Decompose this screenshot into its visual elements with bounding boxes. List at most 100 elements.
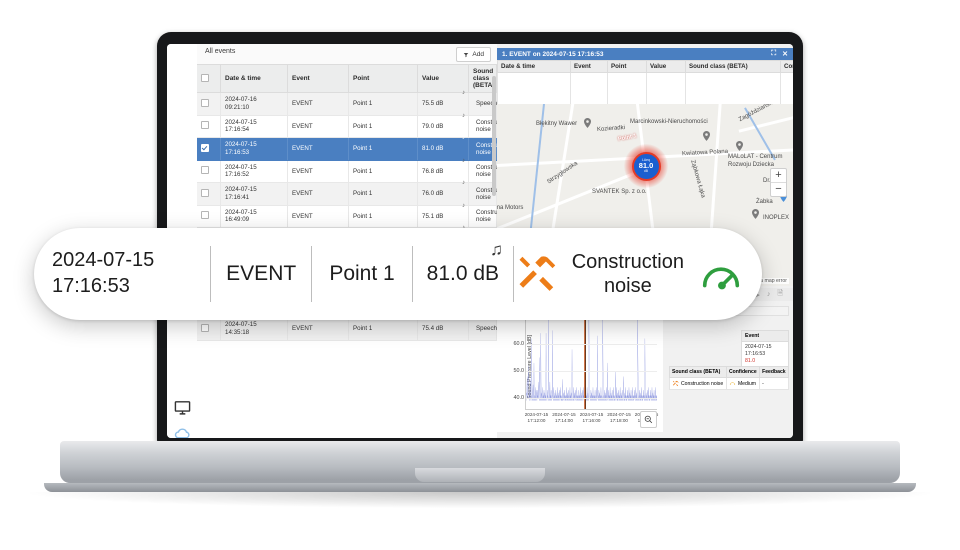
play-icon[interactable]: ▶ (754, 291, 760, 299)
map-zoom-controls[interactable]: + − (770, 168, 787, 197)
callout-value: 81.0 dB (426, 262, 500, 285)
table-row[interactable]: 2024-07-15 16:49:09 EVENT Point 1 75.1 dB ♪ Co… (197, 203, 523, 228)
row-datetime: 2024-07-15 17:16:54 (220, 115, 288, 138)
event-callout: 2024-07-15 17:16:53 EVENT Point 1 81.0 d… (34, 228, 762, 320)
map-marker-name: Point 1 (617, 133, 638, 143)
row-checkbox[interactable] (201, 121, 209, 130)
map-label-3: Kwiatowa Polana (681, 148, 729, 158)
col-header-datetime[interactable]: Date & time (220, 64, 288, 93)
event-detail-header: Date & time Event Point Value Sound clas… (497, 60, 793, 73)
events-scrollbar[interactable] (492, 76, 496, 196)
row-soundclass: Speech (468, 92, 509, 116)
row-checkbox-cell[interactable] (197, 160, 221, 183)
row-point: Point 1 (348, 137, 418, 161)
maximize-icon[interactable]: ⛶ (771, 50, 777, 57)
event-detail-title: 1. EVENT on 2024-07-15 17:16:53 (502, 50, 604, 58)
map-pin-icon[interactable] (736, 141, 743, 151)
map-pin-icon[interactable] (584, 118, 591, 128)
row-checkbox-cell[interactable] (197, 115, 221, 138)
events-toolbar: All events Add (197, 44, 497, 65)
row-checkbox[interactable] (201, 188, 209, 197)
music-note-icon: ♪ (462, 180, 465, 186)
mcol-feedback: Feedback (759, 366, 789, 378)
row-point: Point 1 (348, 182, 418, 206)
row-checkbox[interactable] (201, 143, 209, 152)
map-pin-icon[interactable] (752, 209, 759, 219)
map-marker-core: LAeq 81.0 dB (631, 151, 661, 181)
map-label-9: Żabka (756, 199, 773, 205)
map-marker-value: 81.0 (638, 161, 654, 171)
col-header-point[interactable]: Point (348, 64, 418, 93)
audio-icon[interactable]: ♪ (766, 291, 771, 298)
document-icon[interactable]: 🗎 (777, 290, 783, 297)
row-event: EVENT (287, 160, 349, 183)
callout-time: 17:16:53 (52, 275, 130, 297)
chart-xtick: 2024-07-15 17:18:00 (607, 412, 631, 423)
chart-cursor-line[interactable] (585, 306, 587, 409)
spl-chart[interactable]: Sound Pressure Level [dB] 40.050.060.070… (497, 302, 663, 432)
map-zoom-out-button[interactable]: − (771, 182, 786, 196)
close-icon[interactable]: ✕ (782, 51, 788, 58)
funnel-icon (464, 52, 469, 57)
dcol-confidence: Confidence (780, 60, 793, 73)
row-checkbox[interactable] (201, 323, 209, 332)
callout-divider (311, 246, 313, 302)
map-marker[interactable]: LAeq 81.0 dB (624, 144, 668, 188)
row-value: 75.4 dB♪ (417, 315, 469, 341)
select-all-checkbox[interactable] (201, 73, 209, 82)
map-zoom-in-button[interactable]: + (775, 169, 782, 181)
row-checkbox-cell[interactable] (197, 205, 221, 228)
row-value: 75.5 dB ♪ (417, 90, 469, 116)
chart-plot-area[interactable]: 40.050.060.070.02024-07-1517:12:002024-0… (514, 305, 658, 423)
row-event: EVENT (287, 182, 349, 206)
map-pin-icon[interactable] (703, 131, 710, 141)
construction-icon (519, 256, 555, 291)
row-checkbox-cell[interactable] (197, 137, 221, 161)
monitor-icon[interactable] (174, 399, 191, 416)
row-datetime: 2024-07-15 17:16:53 (220, 137, 288, 161)
col-header-value[interactable]: Value (417, 64, 469, 93)
row-datetime: 2024-07-15 17:16:52 (220, 160, 288, 183)
chart-ytick: 50.0 (513, 368, 525, 375)
chart-xtick: 2024-07-15 17:16:00 (579, 412, 604, 423)
row-point: Point 1 (348, 317, 418, 341)
table-row[interactable]: 2024-07-16 09:21:10 EVENT Point 1 75.5 dB ♪ Sp… (197, 90, 509, 116)
dcol-soundclass: Sound class (BETA) (685, 60, 781, 73)
callout-divider (412, 246, 413, 302)
zoom-out-icon[interactable] (640, 411, 657, 428)
map-report-error-link[interactable]: Report a map error (741, 278, 789, 284)
row-checkbox-cell[interactable] (197, 317, 221, 341)
map-label-2: Marcinkowski-Nieruchomości (630, 119, 708, 125)
row-checkbox[interactable] (201, 211, 209, 220)
row-event: EVENT (287, 317, 349, 341)
mini-soundclass-label: Construction noise (681, 380, 724, 387)
music-note-icon: ♪ (462, 135, 465, 141)
chart-cursor-band[interactable] (584, 306, 587, 409)
cloud-icon[interactable] (174, 425, 191, 438)
music-note-icon: ♪ (462, 157, 465, 164)
row-checkbox-cell[interactable] (197, 182, 221, 206)
map-label-13: Dr. (763, 178, 771, 184)
event-card-body: 2024-07-15 17:16:53 81.0 (742, 342, 788, 367)
music-note-icon: ♫ (490, 240, 503, 259)
row-value: 81.0 dB ♪ (417, 135, 469, 161)
map-label-7: SVANTEK Sp. z o.o. (592, 189, 647, 195)
row-value: 75.1 dB ♪ (417, 203, 469, 228)
row-checkbox-cell[interactable] (197, 92, 221, 116)
add-filter-button[interactable]: Add (456, 47, 491, 62)
select-all-header[interactable] (197, 64, 221, 93)
callout-soundclass-text: Construction noise (572, 250, 684, 298)
mini-soundclass: Construction noise (669, 377, 727, 390)
row-checkbox[interactable] (201, 98, 209, 107)
chart-xtick: 2024-07-15 17:14:00 (552, 412, 576, 423)
event-detail-titlebar: 1. EVENT on 2024-07-15 17:16:53 ⛶ ✕ (497, 48, 793, 60)
row-checkbox[interactable] (201, 166, 209, 175)
callout-datetime: 2024-07-15 17:16:53 (34, 246, 210, 302)
col-header-event[interactable]: Event (287, 64, 349, 93)
